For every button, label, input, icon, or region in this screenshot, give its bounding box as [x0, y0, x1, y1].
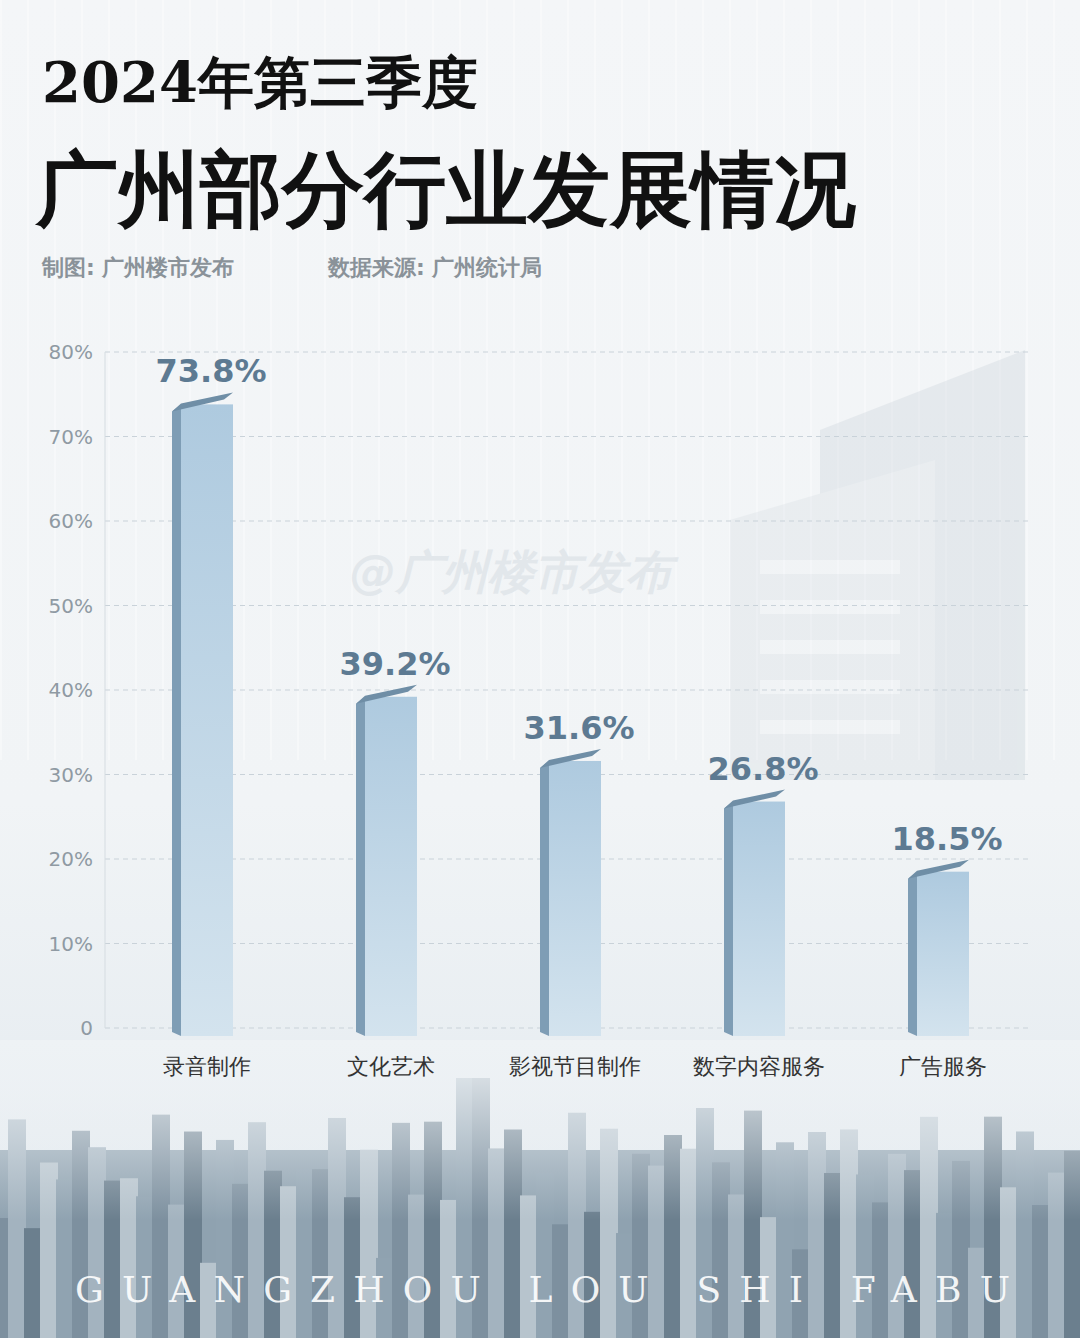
bg-stripe — [486, 0, 488, 760]
x-tick-label: 广告服务 — [899, 1054, 987, 1079]
x-tick-label: 影视节目制作 — [509, 1054, 641, 1079]
y-tick-label: 50% — [49, 594, 93, 618]
bar-top — [540, 749, 601, 768]
grid-line — [105, 521, 1032, 522]
bg-stripe — [513, 0, 515, 760]
data-label: 73.8% — [155, 352, 266, 390]
bg-building-window — [760, 720, 900, 734]
bar-top — [356, 685, 417, 704]
data-label: 31.6% — [523, 709, 634, 747]
y-tick-label: 80% — [49, 340, 93, 364]
bg-stripe — [0, 0, 2, 760]
title: 2024年第三季度 — [42, 49, 478, 115]
skyline-building — [872, 1202, 890, 1338]
y-tick-label: 40% — [49, 678, 93, 702]
bg-building — [730, 350, 1025, 780]
bar-side — [724, 802, 733, 1036]
bar-side — [172, 404, 181, 1036]
bg-building-window — [760, 680, 900, 694]
y-tick-label: 20% — [49, 847, 93, 871]
bg-stripe — [540, 0, 542, 760]
bg-stripe — [1026, 0, 1028, 760]
bar-side — [356, 697, 365, 1036]
bar — [549, 761, 601, 1036]
y-tick-label: 10% — [49, 932, 93, 956]
skyline-building — [1032, 1205, 1050, 1338]
bar — [733, 802, 785, 1036]
bar-top — [908, 860, 969, 879]
grid-line — [105, 690, 1032, 691]
x-tick-label: 数字内容服务 — [693, 1054, 825, 1079]
bg-stripe — [675, 0, 677, 760]
credit: 制图: 广州楼市发布 — [41, 255, 234, 280]
bg-stripe — [621, 0, 623, 760]
y-tick-label: 0 — [80, 1016, 93, 1040]
bg-stripe — [27, 0, 29, 760]
data-label: 18.5% — [891, 820, 1002, 858]
bar-group — [908, 860, 969, 1036]
watermark: @广州楼市发布 — [350, 545, 679, 599]
bar — [365, 697, 417, 1036]
bg-stripe — [648, 0, 650, 760]
data-label: 26.8% — [707, 750, 818, 788]
bg-stripe — [594, 0, 596, 760]
bg-stripe — [567, 0, 569, 760]
bg-building-window — [760, 640, 900, 654]
y-tick-label: 60% — [49, 509, 93, 533]
grid-line — [105, 436, 1032, 437]
data-label: 39.2% — [339, 645, 450, 683]
x-tick-label: 文化艺术 — [347, 1054, 435, 1079]
skyline — [0, 1040, 1080, 1338]
x-tick-label: 录音制作 — [163, 1054, 251, 1079]
bars — [172, 392, 969, 1036]
bar-top — [172, 392, 233, 411]
skyline-building — [24, 1228, 42, 1338]
bar-group — [724, 790, 785, 1036]
chart-svg: 2024年第三季度广州部分行业发展情况制图: 广州楼市发布 数据来源: 广州统计局… — [0, 0, 1080, 1338]
footer-text: GUANGZHOU LOU SHI FABU — [75, 1269, 1010, 1310]
bar-top — [724, 790, 785, 809]
bar — [181, 404, 233, 1036]
bar — [917, 872, 969, 1036]
skyline-building — [552, 1224, 570, 1338]
skyline-fade — [0, 1040, 1080, 1220]
y-axis-line — [105, 352, 106, 1028]
background — [0, 0, 1080, 1338]
source: 数据来源: 广州统计局 — [327, 255, 542, 280]
bar-group — [172, 392, 233, 1036]
y-tick-label: 30% — [49, 763, 93, 787]
bar-side — [540, 761, 549, 1036]
labels: 73.8% 录音制作 39.2% 文化艺术 31.6% 影视节目制作 26.8% 数字内容服务… — [155, 352, 1002, 1079]
bg-building-face — [730, 460, 935, 780]
chart-root: 2024年第三季度广州部分行业发展情况制图: 广州楼市发布 数据来源: 广州统计局… — [0, 0, 1080, 1338]
y-tick-label: 70% — [49, 425, 93, 449]
grid-line — [105, 605, 1032, 606]
bar-side — [908, 872, 917, 1036]
bg-building-window — [760, 600, 900, 614]
bg-building-window — [760, 560, 900, 574]
bar-group — [540, 749, 601, 1036]
bg-stripe — [702, 0, 704, 760]
bg-stripe — [1053, 0, 1055, 760]
subtitle: 广州部分行业发展情况 — [34, 141, 856, 237]
bar-group — [356, 685, 417, 1036]
